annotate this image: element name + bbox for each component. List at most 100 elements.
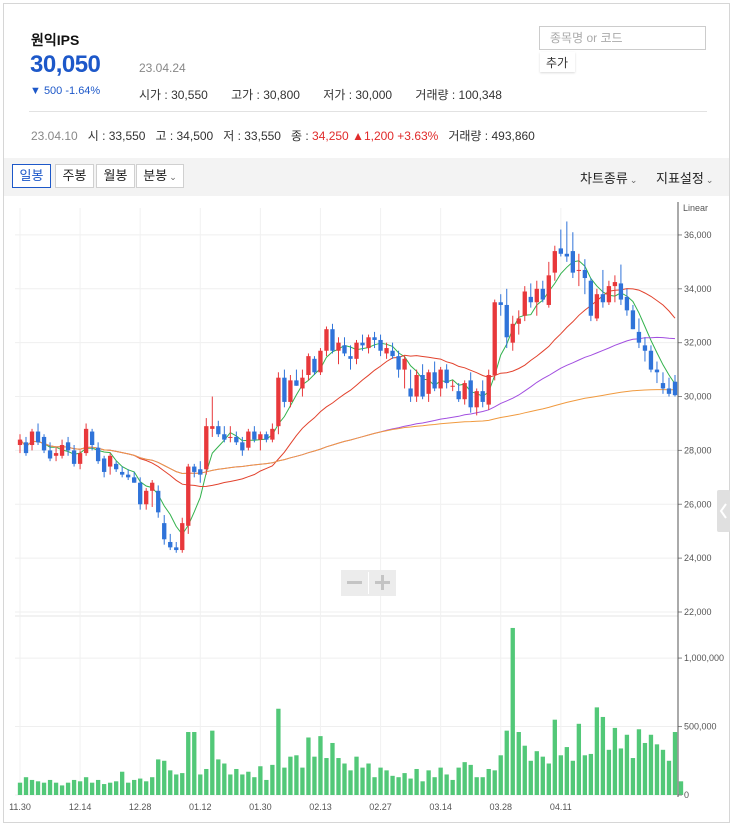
candle-up — [17, 439, 23, 446]
candle-down — [342, 345, 347, 354]
date-tick-label: 12.14 — [69, 802, 92, 812]
tab-daily[interactable]: 일봉 — [12, 164, 51, 188]
volume-bar — [582, 755, 588, 795]
candle-up — [324, 329, 329, 351]
tab-minute[interactable]: 분봉 ⌄ — [136, 164, 184, 188]
candle-down — [113, 463, 119, 470]
candle-down — [564, 253, 569, 257]
candle-up — [606, 286, 612, 303]
zoom-out-button[interactable] — [341, 570, 368, 596]
candle-up — [438, 369, 443, 389]
tab-weekly[interactable]: 주봉 — [55, 164, 94, 188]
date-tick-label: 01.30 — [249, 802, 272, 812]
volume-bar — [204, 768, 209, 795]
volume-bar — [324, 758, 329, 795]
volume-bar — [504, 730, 509, 795]
volume-bar — [360, 767, 365, 795]
candle-up — [306, 356, 311, 375]
date-tick-label: 03.14 — [429, 802, 452, 812]
search-input[interactable] — [539, 26, 706, 50]
volume-bar — [258, 766, 263, 795]
candle-down — [468, 380, 473, 408]
add-button[interactable]: 추가 — [540, 52, 575, 72]
volume-bar — [119, 771, 125, 795]
chevron-down-icon: ⌄ — [169, 172, 177, 182]
volume-bar — [312, 756, 317, 795]
candle-down — [666, 388, 672, 394]
volume-bar — [150, 777, 155, 795]
candle-down — [582, 269, 588, 279]
open-price: 시가 : 30,550 — [139, 88, 208, 102]
volume-bar — [378, 767, 383, 795]
candle-down — [222, 434, 227, 440]
volume-bar — [144, 781, 149, 795]
volume-bar — [41, 782, 47, 795]
candlestick-series — [17, 221, 678, 553]
chevron-down-icon: ⌄ — [705, 175, 714, 185]
volume-bar — [426, 770, 431, 795]
volume-bar — [192, 732, 197, 795]
volume-bar — [240, 774, 245, 795]
volume-bar — [210, 730, 215, 795]
volume-bar — [510, 627, 515, 795]
price-tick-label: 28,000 — [684, 445, 712, 455]
volume-bar — [372, 777, 377, 795]
candle-up — [450, 385, 455, 387]
volume-bar — [162, 760, 167, 795]
zoom-divider — [368, 572, 369, 594]
chart-widget-frame — [3, 3, 730, 823]
volume-bar — [576, 723, 582, 795]
candle-down — [234, 436, 239, 443]
volume-bar — [83, 777, 89, 795]
panel-toggle-bg — [717, 490, 730, 532]
chevron-left-icon — [719, 503, 727, 519]
candle-down — [432, 372, 437, 389]
minus-icon — [347, 581, 362, 584]
chart-type-menu[interactable]: 차트종류 ⌄ — [580, 168, 637, 187]
volume-bar — [348, 770, 353, 795]
candle-up — [180, 523, 185, 551]
volume-bar — [642, 742, 648, 795]
volume-series — [17, 627, 684, 795]
candle-down — [119, 471, 125, 475]
candle-up — [522, 291, 527, 316]
volume-bar — [222, 763, 227, 795]
zoom-in-button[interactable] — [369, 570, 396, 596]
candle-down — [132, 477, 137, 483]
indicator-menu[interactable]: 지표설정 ⌄ — [656, 168, 713, 187]
candle-down — [216, 426, 221, 435]
volume-bar — [264, 779, 269, 795]
volume: 거래량 : 100,348 — [415, 88, 502, 102]
volume-bar — [366, 763, 371, 795]
candle-up — [462, 383, 467, 400]
candle-up — [492, 302, 497, 375]
date-tick-label: 12.28 — [129, 802, 152, 812]
candle-down — [47, 450, 53, 459]
date-tick-label: 04.11 — [550, 802, 572, 812]
candle-up — [612, 282, 618, 287]
tab-monthly[interactable]: 월봉 — [96, 164, 135, 188]
volume-bar — [186, 732, 191, 795]
volume-bar — [174, 774, 179, 795]
candle-down — [660, 383, 666, 389]
candle-up — [288, 380, 293, 402]
volume-bar — [126, 782, 131, 795]
volume-bar — [234, 768, 239, 795]
volume-bar — [498, 755, 503, 795]
hover-close: 34,250 — [312, 129, 349, 143]
zoom-controls — [341, 570, 396, 596]
candle-down — [654, 369, 660, 373]
volume-bar — [636, 729, 642, 795]
volume-bar — [77, 781, 83, 795]
volume-bar — [35, 781, 41, 795]
candle-down — [41, 436, 47, 451]
volume-bar — [648, 734, 654, 795]
volume-bar — [47, 779, 53, 795]
low-price: 저가 : 30,000 — [323, 88, 393, 102]
candle-down — [168, 541, 173, 548]
volume-bar — [624, 734, 630, 795]
candle-down — [174, 547, 179, 551]
panel-toggle-button[interactable] — [717, 490, 730, 532]
candle-up — [246, 431, 251, 448]
